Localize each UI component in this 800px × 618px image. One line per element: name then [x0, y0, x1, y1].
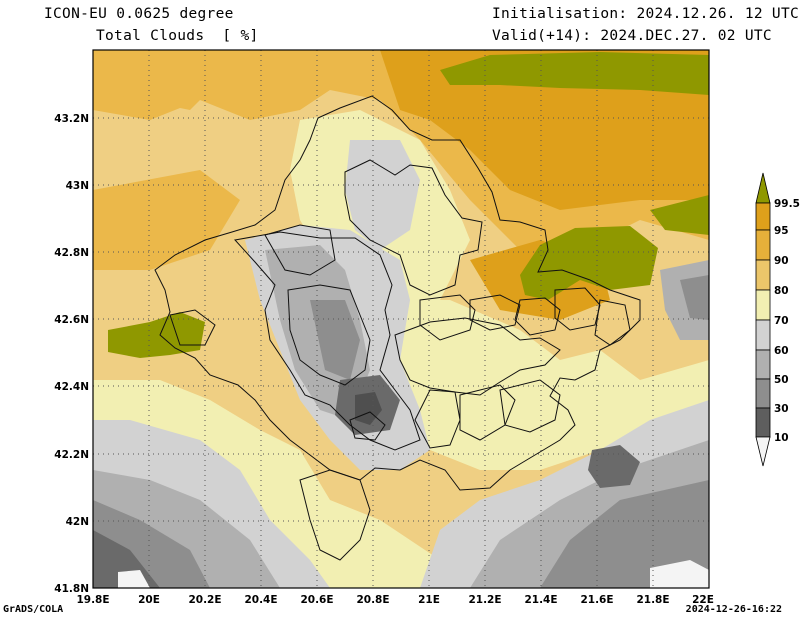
colorbar-label: 90 [774, 255, 789, 267]
colorbar-label: 50 [774, 374, 789, 386]
x-axis-labels: 19.8E 20E 20.2E 20.4E 20.6E 20.8E 21E 21… [76, 594, 713, 606]
colorbar-labels: 99.5 95 90 80 70 60 50 30 10 [774, 198, 800, 444]
colorbar-band [755, 319, 771, 351]
lon-label: 21E [418, 594, 440, 606]
colorbar-label: 99.5 [774, 198, 800, 210]
lat-label: 42.8N [54, 247, 89, 259]
credit-label: GrADS/COLA [3, 604, 64, 615]
colorbar-band [755, 289, 771, 321]
colorbar-band [755, 229, 771, 261]
cloud-field [93, 50, 709, 588]
colorbar-label: 30 [774, 403, 789, 415]
colorbar-band [755, 378, 771, 409]
colorbar-band [755, 202, 771, 231]
lon-label: 21.8E [636, 594, 669, 606]
lon-label: 21.6E [580, 594, 613, 606]
lon-label: 22E [692, 594, 714, 606]
colorbar-top-arrow [755, 172, 771, 204]
colorbar-bottom-arrow [755, 436, 771, 467]
colorbar-label: 80 [774, 285, 789, 297]
lat-label: 42.4N [54, 381, 89, 393]
y-axis-labels: 43.2N 43N 42.8N 42.6N 42.4N 42.2N 42N 41… [54, 113, 89, 595]
colorbar-band [755, 259, 771, 291]
render-timestamp: 2024-12-26-16:22 [685, 604, 782, 615]
lat-label: 42.2N [54, 449, 89, 461]
lat-label: 42N [66, 516, 89, 528]
colorbar-band [755, 407, 771, 438]
lon-label: 20.8E [356, 594, 389, 606]
valid-time: Valid(+14): 2024.DEC.27. 02 UTC [492, 28, 772, 44]
lon-label: 19.8E [76, 594, 109, 606]
variable-title: Total Clouds [ %] [96, 28, 259, 44]
colorbar-label: 60 [774, 345, 789, 357]
colorbar-label: 95 [774, 225, 789, 237]
lon-label: 20.4E [244, 594, 277, 606]
lon-label: 20.6E [300, 594, 333, 606]
lat-label: 43.2N [54, 113, 89, 125]
map-frame [92, 49, 710, 589]
lon-label: 20.2E [188, 594, 221, 606]
colorbar-band [755, 349, 771, 380]
colorbar-label: 70 [774, 315, 789, 327]
admin-borders [154, 95, 641, 561]
lon-label: 21.4E [524, 594, 557, 606]
colorbar [755, 172, 771, 467]
lat-label: 43N [66, 180, 89, 192]
colorbar-label: 10 [774, 432, 789, 444]
model-title: ICON-EU 0.0625 degree [44, 6, 234, 22]
lon-label: 21.2E [468, 594, 501, 606]
lon-label: 20E [138, 594, 160, 606]
lat-label: 41.8N [54, 583, 89, 595]
init-time: Initialisation: 2024.12.26. 12 UTC [492, 6, 800, 22]
lat-label: 42.6N [54, 314, 89, 326]
